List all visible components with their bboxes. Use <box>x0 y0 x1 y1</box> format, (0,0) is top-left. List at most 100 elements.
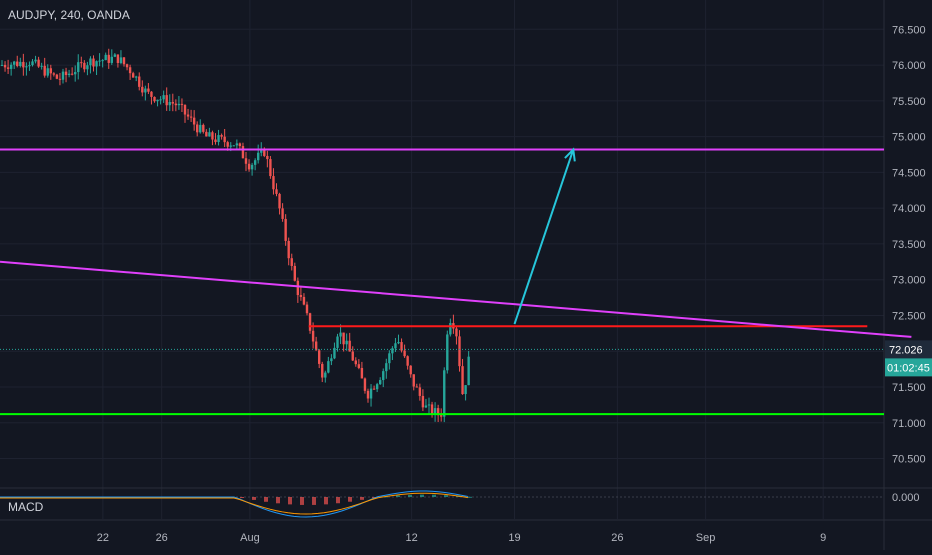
candle-body <box>318 350 321 364</box>
y-tick-label: 71.500 <box>892 382 926 394</box>
y-tick-label: 75.000 <box>892 132 926 144</box>
macd-histogram-bar <box>408 494 412 497</box>
candle-body <box>180 103 184 105</box>
candle-body <box>174 103 178 106</box>
candle-body <box>6 67 10 69</box>
candle-body <box>241 146 245 159</box>
candle-body <box>31 61 34 66</box>
x-tick-label: 19 <box>508 532 520 544</box>
candle-body <box>427 404 431 406</box>
candle-body <box>220 135 223 137</box>
candle-body <box>305 304 309 314</box>
candle-body <box>345 340 348 345</box>
candle-body <box>287 240 290 259</box>
symbol-title[interactable]: AUDJPY, 240, OANDA <box>8 8 130 22</box>
candle-body <box>360 367 364 379</box>
x-tick-label: 22 <box>97 532 109 544</box>
candle-body <box>446 334 449 371</box>
candle-body <box>403 350 406 357</box>
candle-body <box>58 78 62 80</box>
candle-body <box>379 380 382 385</box>
macd-histogram-bar <box>372 497 376 498</box>
candle-body <box>202 124 205 132</box>
candle-body <box>138 76 141 87</box>
candle-body <box>369 388 373 399</box>
projection-arrow-head <box>564 147 576 162</box>
candle-body <box>443 370 446 417</box>
macd-histogram-bar <box>420 494 424 497</box>
y-tick-label: 74.500 <box>892 167 926 179</box>
candle-body <box>107 54 110 63</box>
candle-body <box>406 356 409 366</box>
candle-body <box>330 358 333 362</box>
candle-body <box>433 408 437 415</box>
candle-body <box>351 351 354 361</box>
candle-body <box>74 72 77 75</box>
candle-body <box>400 342 403 351</box>
candle-body <box>299 295 303 297</box>
candle-body <box>162 95 165 100</box>
candle-body <box>55 74 59 79</box>
countdown-badge-value: 01:02:45 <box>887 362 930 374</box>
candle-body <box>25 66 28 68</box>
candle-body <box>394 343 397 349</box>
macd-histogram-bar <box>348 497 352 502</box>
candle-body <box>397 342 400 344</box>
candle-body <box>156 99 159 102</box>
countdown-badge-bg <box>885 358 932 377</box>
macd-histogram-bar <box>324 497 328 505</box>
macd-histogram-bar <box>240 497 244 498</box>
candle-body <box>0 64 4 66</box>
candle-body <box>208 132 211 137</box>
candle-body <box>92 58 95 67</box>
candle-body <box>354 360 357 365</box>
candle-body <box>13 61 16 65</box>
candle-body <box>388 353 391 364</box>
candle-body <box>67 73 71 76</box>
macd-histogram-bar <box>276 497 280 504</box>
candle-body <box>415 386 418 388</box>
candle-body <box>250 164 254 170</box>
candle-body <box>235 143 239 146</box>
candle-body <box>98 60 101 62</box>
candle-body <box>321 363 324 378</box>
y-tick-label: 76.000 <box>892 60 926 72</box>
macd-histogram-bar <box>396 495 400 497</box>
y-tick-label: 76.500 <box>892 24 926 36</box>
candle-body <box>46 68 49 76</box>
candle-body <box>89 58 92 66</box>
candle-body <box>314 341 318 351</box>
candle-body <box>34 59 37 62</box>
candle-body <box>375 384 379 390</box>
candle-body <box>28 65 31 67</box>
candle-body <box>61 71 65 80</box>
candle-body <box>83 62 86 70</box>
candle-body <box>95 61 98 67</box>
candle-body <box>229 145 232 147</box>
candle-body <box>467 356 470 386</box>
candle-body <box>409 365 412 375</box>
candle-body <box>382 371 385 381</box>
candle-body <box>455 328 458 337</box>
candle-body <box>223 136 226 143</box>
candle-body <box>293 265 296 281</box>
candle-body <box>125 64 129 68</box>
candle-body <box>311 330 315 342</box>
x-tick-label: Aug <box>240 532 260 544</box>
candle-body <box>86 65 89 70</box>
y-tick-label: 75.500 <box>892 96 926 108</box>
candle-body <box>449 323 452 335</box>
candle-body <box>49 68 52 74</box>
candle-body <box>113 54 117 57</box>
candle-body <box>464 385 467 395</box>
candle-body <box>418 387 422 396</box>
y-tick-label: 74.000 <box>892 203 926 215</box>
candle-body <box>296 280 300 296</box>
candle-body <box>324 372 327 378</box>
x-tick-label: 26 <box>156 532 168 544</box>
candle-body <box>22 61 25 68</box>
candle-body <box>348 340 351 352</box>
y-tick-label: 71.000 <box>892 418 926 430</box>
